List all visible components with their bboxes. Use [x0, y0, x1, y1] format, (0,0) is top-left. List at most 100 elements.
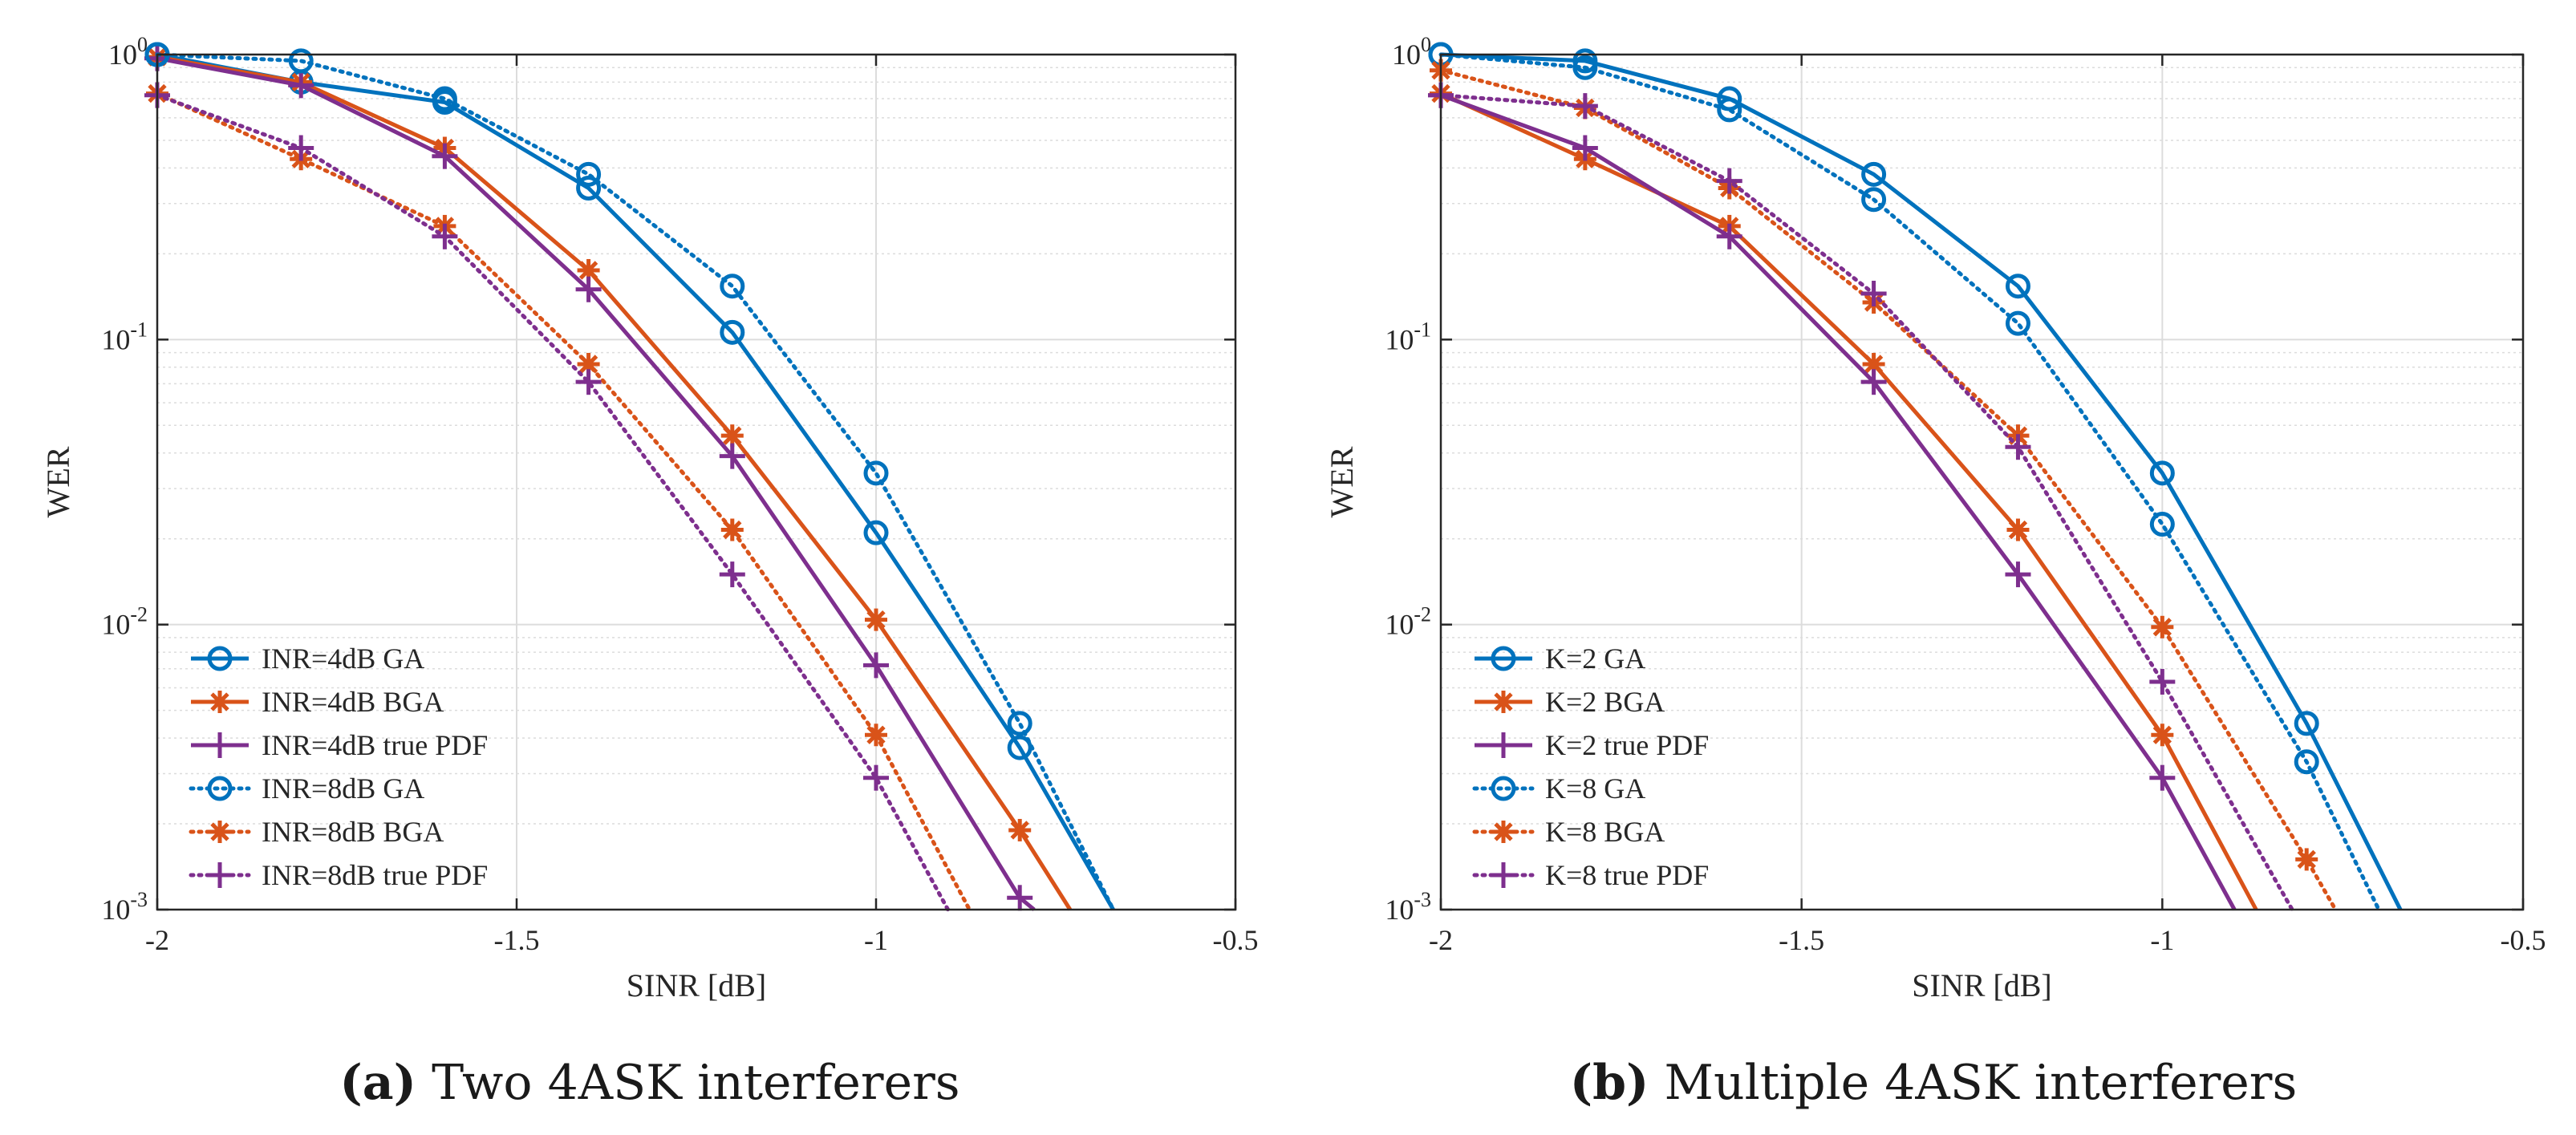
data-point-plus [719, 443, 745, 469]
legend-entry-label: K=8 GA [1545, 772, 1645, 805]
data-point-plus [575, 276, 602, 302]
y-axis-label: WER [1324, 446, 1360, 517]
axes-box [1439, 53, 2525, 911]
data-point-plus [1860, 280, 1887, 306]
data-point-plus [288, 72, 314, 99]
data-point-plus [1007, 885, 1033, 911]
data-point-asterisk [720, 424, 744, 448]
legend-entry-label: INR=8dB GA [262, 772, 424, 805]
data-point-circle [1717, 97, 1742, 123]
data-point-circle [2294, 749, 2319, 775]
data-point-circle [1861, 161, 1887, 187]
legend-entry-label: K=2 GA [1545, 642, 1645, 675]
data-point-plus [863, 652, 889, 679]
legend-entry-label: K=8 BGA [1545, 816, 1665, 848]
data-point-circle [720, 319, 745, 345]
data-point-circle [1861, 187, 1887, 213]
series-line-1 [1440, 52, 2403, 911]
data-point-circle [2149, 460, 2175, 486]
legend-marker-asterisk [1492, 691, 1515, 713]
data-point-asterisk [1008, 818, 1032, 841]
data-point-plus [719, 561, 745, 588]
data-point-circle [2294, 711, 2319, 736]
x-tick-label: -2 [145, 924, 169, 956]
caption-text: Two 4ASK interferers [416, 1055, 960, 1111]
data-point-asterisk [865, 724, 887, 747]
figure-caption: (a) Two 4ASK interferers [339, 1055, 959, 1111]
x-tick-label: -1.5 [1779, 924, 1824, 956]
x-tick-label: -1 [864, 924, 888, 956]
data-point-circle [2149, 512, 2175, 537]
x-tick-label: -0.5 [1213, 924, 1259, 956]
x-axis-label: SINR [dB] [1912, 967, 2051, 1003]
caption-text: Multiple 4ASK interferers [1649, 1055, 2297, 1111]
data-point-plus [2149, 668, 2176, 695]
data-point-plus [863, 764, 889, 791]
legend-entry-label: K=2 true PDF [1545, 729, 1709, 761]
legend-entry-label: K=8 true PDF [1545, 859, 1709, 891]
data-point-plus [1860, 369, 1887, 395]
data-point-plus [2005, 561, 2031, 588]
series-line-3 [156, 56, 1036, 911]
series-line-4 [155, 52, 1116, 912]
legend-entry-label: INR=8dB true PDF [262, 859, 488, 891]
plot-area [157, 55, 1235, 910]
data-point-plus [432, 223, 458, 249]
x-axis-label: SINR [dB] [627, 967, 766, 1003]
legend-entry-label: INR=4dB true PDF [262, 729, 488, 761]
y-tick-label: 10-2 [1385, 603, 1431, 641]
legend-entry-label: INR=8dB BGA [262, 816, 444, 848]
y-tick-label: 10-1 [1385, 318, 1431, 355]
data-point-circle [576, 161, 602, 187]
legend-marker-plus [207, 732, 233, 758]
legend-entry-label: K=2 BGA [1545, 686, 1665, 718]
data-point-circle [1572, 55, 1598, 80]
data-point-asterisk [1862, 352, 1885, 375]
data-point-plus [432, 143, 458, 169]
data-point-asterisk [865, 608, 887, 631]
data-point-asterisk [2151, 724, 2174, 747]
x-tick-label: -1 [2150, 924, 2174, 956]
data-point-plus [1572, 93, 1598, 120]
caption-label: (b) [1570, 1055, 1649, 1111]
legend-marker-plus [1491, 732, 1516, 758]
data-point-circle [720, 274, 745, 299]
y-tick-label: 10-2 [101, 603, 148, 641]
axes-box [156, 53, 1237, 911]
data-point-circle [1007, 711, 1032, 736]
data-point-plus [575, 369, 602, 395]
legend: K=2 GA K=2 BGA K=2 true PDF K=8 GA K=8 BGA K=… [1472, 642, 1709, 891]
legend-marker-plus [207, 862, 233, 888]
data-point-circle [2005, 274, 2030, 299]
y-tick-label: 100 [108, 33, 148, 71]
y-axis-label: WER [40, 446, 76, 517]
data-point-circle [1717, 86, 1742, 111]
x-tick-label: -0.5 [2501, 924, 2546, 956]
data-point-circle [863, 460, 889, 486]
legend-marker-asterisk [209, 691, 231, 713]
data-point-circle [576, 175, 602, 201]
data-point-circle [863, 520, 889, 545]
data-point-asterisk [720, 518, 744, 541]
data-point-circle [2005, 310, 2030, 336]
y-tick-label: 10-3 [101, 888, 148, 926]
legend-marker-asterisk [209, 821, 231, 843]
data-point-plus [2149, 764, 2176, 791]
series-group [144, 42, 1116, 912]
legend-marker-asterisk [1492, 821, 1515, 843]
legend-marker-circle [1491, 776, 1516, 801]
chart-panel-b: -2 -1.5 -1 -0.5 100 10-1 10-2 10-3 SINR [dB] WER K… [1324, 33, 2546, 1111]
x-tick-label: -1.5 [494, 924, 540, 956]
plot-area [1441, 55, 2523, 910]
data-point-circle [432, 86, 457, 111]
y-tick-label: 10-3 [1385, 888, 1431, 926]
legend-marker-plus [1491, 862, 1516, 888]
series-line-1 [156, 52, 1115, 911]
data-point-plus [2005, 434, 2031, 460]
figure-caption: (b) Multiple 4ASK interferers [1570, 1055, 2298, 1111]
series-line-2 [156, 55, 1073, 911]
series-line-4 [1438, 52, 2381, 912]
data-point-plus [1716, 223, 1742, 249]
data-point-asterisk [2006, 518, 2030, 541]
